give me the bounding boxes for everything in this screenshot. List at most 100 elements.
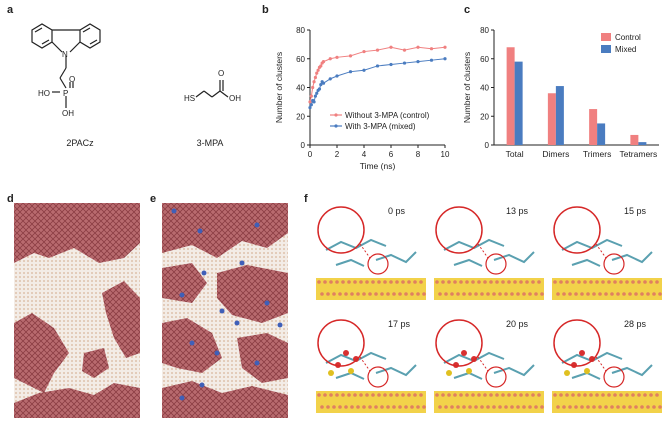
- atom-o: O: [69, 75, 76, 84]
- data-point: [443, 45, 447, 49]
- molecule-2pacz-structure: [31, 23, 101, 108]
- y-tick-label: 40: [480, 84, 489, 93]
- molecule-3mpa-structure: [195, 80, 229, 98]
- legend-label-0: Control: [615, 33, 641, 42]
- y-tick-label: 80: [296, 26, 305, 35]
- panel-label-a: a: [7, 4, 14, 16]
- data-point: [375, 64, 380, 68]
- data-point: [309, 94, 313, 98]
- category-label: Tetramers: [619, 149, 657, 159]
- snapshot-time-label: 20 ps: [506, 319, 529, 329]
- category-label: Total: [506, 149, 524, 159]
- data-point: [328, 57, 332, 61]
- data-point: [313, 94, 317, 98]
- snapshot-time-label: 0 ps: [388, 206, 406, 216]
- data-point: [443, 57, 447, 61]
- data-point: [321, 60, 326, 64]
- bar-2-0: [589, 109, 598, 145]
- bar-2-1: [597, 123, 606, 145]
- atom-o-acid: O: [218, 69, 225, 78]
- data-point: [317, 87, 322, 91]
- simulation-snapshot-mixed: [162, 203, 288, 418]
- x-tick-label: 4: [362, 150, 367, 159]
- bar-3-1: [638, 142, 647, 145]
- data-point: [416, 45, 420, 49]
- y-axis-label: Number of clusters: [274, 52, 284, 123]
- data-point: [308, 106, 312, 110]
- legend-label-0: Without 3-MPA (control): [345, 111, 430, 120]
- data-point: [348, 70, 353, 74]
- x-tick-label: 8: [416, 150, 421, 159]
- x-tick-label: 10: [441, 150, 450, 159]
- y-tick-label: 0: [301, 141, 306, 150]
- category-label: Trimers: [583, 149, 611, 159]
- data-point: [319, 83, 323, 87]
- snapshot-frame: [552, 313, 662, 418]
- data-point: [319, 64, 323, 68]
- snapshot-frame: [552, 200, 662, 305]
- data-point: [335, 55, 339, 59]
- bar-3-0: [630, 134, 639, 145]
- y-tick-label: 0: [485, 141, 490, 150]
- x-tick-label: 2: [335, 150, 340, 159]
- snapshot-frame: [316, 200, 426, 305]
- snapshot-time-label: 15 ps: [624, 206, 647, 216]
- data-point: [362, 49, 366, 54]
- legend-marker-0: [334, 113, 338, 117]
- data-point: [335, 74, 339, 78]
- data-point: [348, 54, 353, 58]
- atom-oh: OH: [62, 109, 74, 118]
- snapshot-frame: [316, 313, 426, 418]
- snapshot-time-label: 28 ps: [624, 319, 647, 329]
- snapshot-time-label: 17 ps: [388, 319, 411, 329]
- panel-label-f: f: [304, 193, 308, 205]
- bar-1-1: [555, 86, 564, 145]
- legend-label-1: Mixed: [615, 45, 636, 54]
- atom-ho: HO: [38, 89, 50, 98]
- snapshot-frame: [434, 200, 544, 305]
- bar-0-1: [514, 61, 523, 145]
- snapshot-frame: [434, 313, 544, 418]
- x-tick-label: 0: [308, 150, 313, 159]
- data-point: [328, 77, 332, 81]
- category-label: Dimers: [542, 149, 569, 159]
- data-point: [389, 45, 393, 49]
- atom-n: N: [62, 50, 68, 59]
- data-point: [429, 47, 434, 51]
- data-point: [312, 80, 316, 84]
- data-point: [389, 62, 393, 67]
- y-tick-label: 20: [480, 112, 489, 121]
- bar-0-0: [506, 47, 515, 145]
- panel-label-c: c: [464, 4, 471, 16]
- y-tick-label: 60: [296, 55, 305, 64]
- molecule-label-2pacz: 2PACz: [66, 138, 94, 148]
- y-tick-label: 20: [296, 112, 305, 121]
- x-tick-label: 6: [389, 150, 394, 159]
- legend-swatch-1: [601, 45, 611, 53]
- data-point: [313, 75, 317, 80]
- data-point: [315, 91, 319, 95]
- series-line-0: [309, 46, 446, 102]
- data-point: [402, 48, 407, 52]
- data-point: [316, 68, 320, 72]
- data-point: [315, 71, 319, 75]
- bar-1-0: [547, 93, 556, 145]
- panel-label-b: b: [262, 4, 269, 16]
- data-point: [308, 100, 312, 104]
- data-point: [375, 48, 380, 52]
- snapshot-time-label: 13 ps: [506, 206, 529, 216]
- legend-swatch-0: [601, 33, 611, 41]
- legend-label-1: With 3-MPA (mixed): [345, 122, 416, 131]
- simulation-snapshot-control: [14, 203, 140, 418]
- atom-hs: HS: [184, 94, 196, 103]
- data-point: [362, 68, 366, 72]
- molecule-label-3mpa: 3-MPA: [196, 138, 224, 148]
- data-point: [312, 100, 316, 104]
- legend-marker-1: [334, 124, 338, 128]
- cluster-time-line-chart: 0 20 40 60 80 0 2 4 6 8 10 Time (ns) Number of clust…: [274, 26, 450, 171]
- y-tick-label: 80: [480, 26, 489, 35]
- data-point: [311, 85, 315, 90]
- atom-oh-acid: OH: [229, 94, 241, 103]
- cluster-size-bar-chart: 0 20 40 60 80 Number of clusters Total Dimers Tr…: [462, 26, 659, 159]
- y-tick-label: 60: [480, 55, 489, 64]
